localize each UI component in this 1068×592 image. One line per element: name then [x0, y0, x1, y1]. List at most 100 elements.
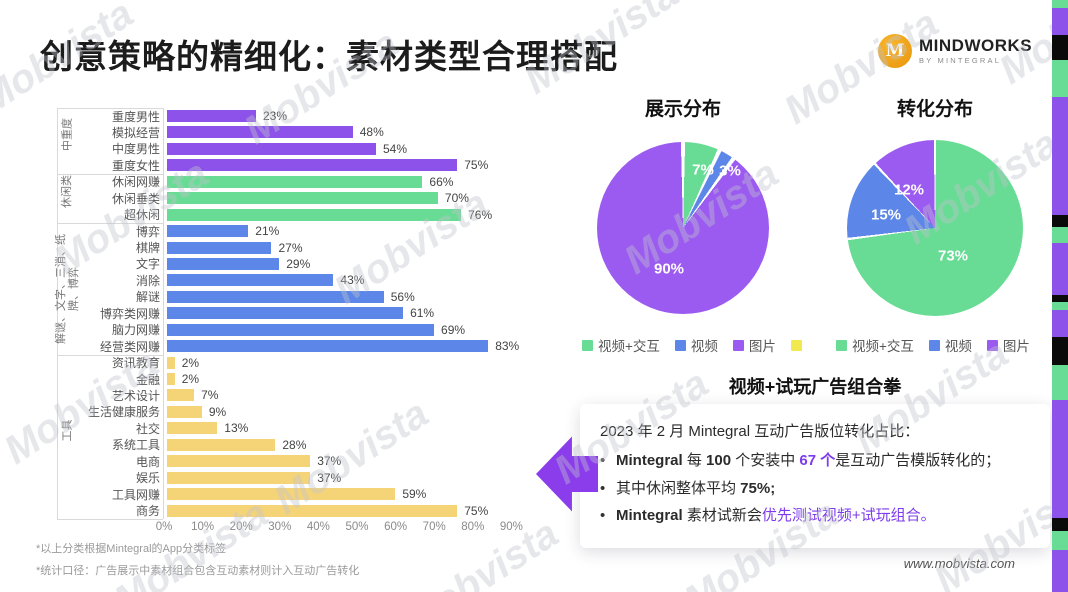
bar-value: 37%: [317, 454, 342, 469]
bar-row: 文字 29%: [60, 256, 310, 272]
bar: [167, 405, 202, 418]
bar-label: 中度男性: [111, 142, 160, 157]
pie-slice-label: 90%: [653, 260, 685, 278]
legend-label: 视频: [690, 339, 718, 354]
bar-label: 消除: [135, 273, 160, 288]
bar-value: 13%: [224, 421, 249, 436]
legend-label: 视频+交互: [598, 339, 660, 354]
bullet-text: Mintegral 每 100 个安装中 67 个是互动广告模版转化的；: [616, 451, 1000, 471]
bar: [167, 192, 438, 205]
legend-swatch: [674, 339, 686, 351]
bar: [167, 488, 396, 501]
legend-label: 图片: [1002, 339, 1030, 354]
bar-value: 27%: [278, 240, 303, 255]
bullet-text: Mintegral 素材试新会优先测试视频+试玩组合。: [616, 506, 936, 526]
bar-row: 脑力网赚 69%: [60, 322, 465, 338]
bar-row: 超休闲 76%: [60, 207, 492, 223]
bar-group-label: 中重度: [61, 117, 74, 151]
bar-label: 系统工具: [111, 438, 160, 453]
bar-row: 资讯教育 2%: [60, 355, 199, 371]
bar-value: 37%: [317, 470, 342, 485]
bar: [167, 159, 458, 172]
decorative-strip: [1052, 0, 1068, 592]
bar-row: 博弈类网赚 61%: [60, 305, 434, 321]
legend-swatch: [986, 339, 998, 351]
bullet-text-segment: 每: [686, 452, 707, 469]
bullet-marker: •: [600, 452, 606, 469]
bullet-item: • Mintegral 每 100 个安装中 67 个是互动广告模版转化的；: [600, 451, 1036, 471]
page-title: 创意策略的精细化：素材类型合理搭配: [40, 38, 618, 75]
bar: [167, 323, 435, 336]
bullet-text: 其中休闲整体平均 75%;: [616, 479, 775, 499]
bullet-text-segment: 100: [706, 452, 736, 469]
footnote-1: *以上分类根据Mintegral的App分类标签: [36, 543, 227, 555]
bar-row: 金融 2%: [60, 371, 199, 387]
pie-chart-conversion: [847, 140, 1023, 316]
bar-row: 模拟经营 48%: [60, 124, 384, 140]
bar-row: 艺术设计 7%: [60, 387, 218, 403]
bar-row: 休闲网赚 66%: [60, 174, 453, 190]
bar-value: 7%: [201, 388, 219, 403]
bullet-text-segment: 其中休闲整体平均: [616, 479, 741, 497]
bar-value: 56%: [390, 289, 415, 304]
bar-value: 59%: [402, 487, 427, 502]
bar-label: 艺术设计: [111, 388, 160, 403]
strip-segment: [1052, 365, 1068, 400]
bar-row: 博弈 21%: [60, 223, 279, 239]
strip-segment: [1052, 97, 1068, 215]
bar: [167, 389, 195, 402]
bar: [167, 290, 384, 303]
bar: [167, 126, 353, 139]
bar: [167, 274, 334, 287]
bullet-text-segment: 素材试新会: [686, 507, 762, 524]
bar-row: 休闲垂类 70%: [60, 190, 469, 206]
bar: [167, 356, 175, 369]
bar-row: 经营类网赚 83%: [60, 338, 519, 354]
bar-value: 70%: [444, 191, 469, 206]
bullet-text-segment: 优先测试视频+试玩组合。: [761, 507, 936, 524]
bar-value: 66%: [429, 174, 454, 189]
strip-segment: [1052, 215, 1068, 227]
group-separator-line: [57, 519, 163, 520]
x-axis-tick: 0%: [155, 521, 173, 533]
bullet-text-segment: 个安装中: [735, 452, 800, 469]
bar-label: 商务: [135, 504, 160, 519]
bar-value: 29%: [286, 256, 311, 271]
bar-value: 23%: [263, 109, 288, 123]
bar-label: 工具网赚: [111, 487, 160, 502]
pie-slice-label: 73%: [937, 247, 969, 265]
bar-label: 电商: [135, 454, 160, 469]
bar-group-label: 休闲类: [61, 175, 74, 209]
legend-swatch: [582, 339, 593, 351]
group-separator-line: [57, 108, 163, 109]
label-column-line: [57, 108, 58, 519]
x-axis-tick: 30%: [268, 521, 292, 533]
bar-value: 2%: [181, 355, 200, 370]
pie1-title: 展示分布: [644, 99, 721, 120]
x-axis-tick: 70%: [422, 521, 446, 533]
x-axis-tick: 10%: [191, 521, 215, 533]
strip-segment: [1052, 243, 1068, 295]
x-axis-tick: 20%: [229, 521, 253, 533]
bar: [167, 208, 462, 221]
bar-value: 83%: [495, 339, 520, 354]
legend-item: 视频: [674, 335, 718, 355]
bullet-item: • 其中休闲整体平均 75%;: [600, 479, 1036, 499]
site-url: www.mobvista.com: [903, 556, 1015, 571]
x-axis-tick: 40%: [306, 521, 330, 533]
bar-label: 经营类网赚: [99, 339, 160, 354]
bar-label: 资讯教育: [111, 356, 160, 371]
strip-segment: [1052, 518, 1068, 531]
bullet-text-segment: Mintegral: [616, 452, 687, 469]
bullet-text-segment: 67 个: [799, 452, 836, 469]
bar-value: 76%: [468, 207, 493, 222]
legend-label: 视频+交互: [852, 339, 914, 354]
bar: [167, 438, 276, 451]
bar-label: 休闲垂类: [111, 191, 160, 206]
y-axis-line: [163, 108, 164, 519]
bar-value: 48%: [359, 125, 384, 140]
legend-swatch: [836, 339, 847, 351]
bar: [167, 373, 175, 386]
legend-swatch: [790, 339, 802, 351]
bar-value: 75%: [464, 158, 489, 173]
